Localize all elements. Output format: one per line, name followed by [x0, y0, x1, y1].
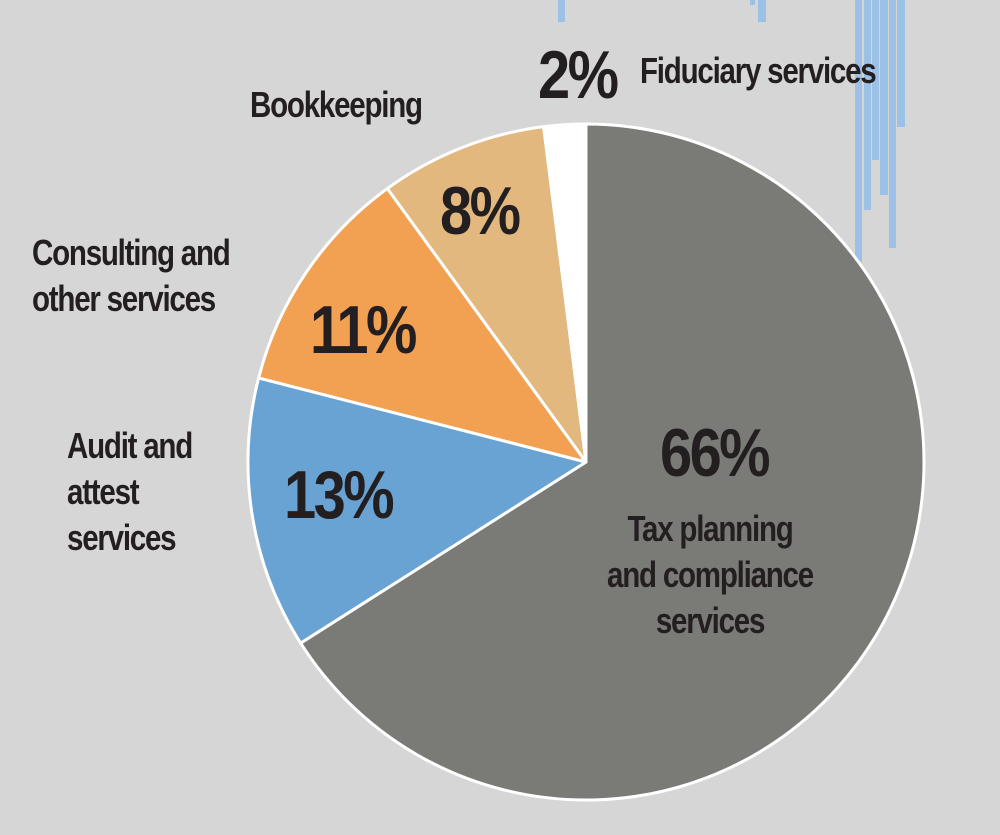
- pie-slice-consulting-and-other-services: [257, 187, 588, 464]
- pct-label-fiduciary: 2%: [538, 37, 619, 113]
- pie-slice-audit-and-attest-services: [246, 376, 588, 645]
- label-fiduciary: Fiduciary services: [640, 50, 877, 91]
- label-tax: Tax planning and compliance services: [595, 506, 825, 644]
- label-consulting: Consulting and other services: [32, 230, 231, 322]
- label-line: other services: [32, 278, 216, 319]
- label-line: Consulting and: [32, 232, 231, 273]
- pct-label-consulting: 11%: [310, 292, 417, 368]
- pct-label-tax: 66%: [659, 415, 771, 491]
- pie-slice-bookkeeping: [385, 125, 588, 464]
- label-line: services: [67, 517, 177, 558]
- label-bookkeeping: Bookkeeping: [250, 84, 423, 125]
- pct-label-audit: 13%: [284, 457, 395, 533]
- label-line: and compliance: [607, 554, 814, 595]
- label-line: Tax planning: [627, 508, 793, 549]
- label-line: services: [655, 600, 766, 641]
- pie-slice-fiduciary-services: [542, 122, 588, 464]
- label-line: attest: [67, 471, 140, 512]
- label-line: Audit and: [67, 425, 193, 466]
- decorative-bars: [558, 0, 905, 262]
- pie-slice-tax-planning-and-compliance-services: [299, 122, 926, 802]
- label-audit: Audit and attest services: [67, 423, 193, 561]
- pct-label-bookkeeping: 8%: [440, 173, 521, 249]
